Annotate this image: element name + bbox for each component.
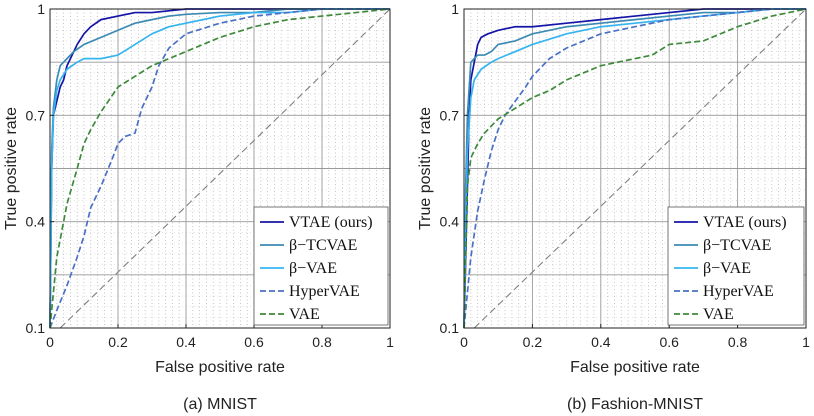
series-line-3 xyxy=(49,8,390,329)
series-line-2 xyxy=(463,8,806,329)
x-tick-label: 1 xyxy=(386,334,394,350)
x-tick-label: 0.2 xyxy=(523,334,543,350)
legend-label: VAE xyxy=(289,306,320,323)
panel-fashion-mnist: 0 0.2 0.4 0.6 0.8 1 0.1 0.4 0.7 1 False positive r… xyxy=(417,1,810,413)
y-tick-label: 1 xyxy=(37,1,45,17)
y-tick-label: 0.7 xyxy=(26,107,46,123)
y-axis-label: True positive rate xyxy=(417,107,434,230)
legend-label: HyperVAE xyxy=(289,283,360,300)
series-line-3 xyxy=(463,8,806,329)
y-tick-label: 1 xyxy=(451,1,459,17)
x-axis-label: False positive rate xyxy=(570,359,700,376)
legend-label: β−TCVAE xyxy=(289,237,357,254)
axes-frame xyxy=(463,8,807,329)
series-line-4 xyxy=(463,8,807,329)
x-tick-label: 0.2 xyxy=(108,334,128,350)
legend-label: HyperVAE xyxy=(703,283,774,300)
y-axis-label: True positive rate xyxy=(3,107,20,230)
grid xyxy=(49,8,391,329)
panel-mnist: 0 0.2 0.4 0.6 0.8 1 0.1 0.4 0.7 1 False positive r… xyxy=(3,1,394,413)
series-line-4 xyxy=(49,8,391,329)
panel-caption: (b) Fashion-MNIST xyxy=(567,396,703,413)
y-tick-label: 0.1 xyxy=(440,320,460,336)
series-line-1 xyxy=(49,8,390,329)
series-group xyxy=(463,8,807,329)
legend: VTAE (ours) β−TCVAE β−VAE HyperVAE VAE xyxy=(253,206,389,326)
y-tick-label: 0.4 xyxy=(26,214,46,230)
x-axis-label: False positive rate xyxy=(155,359,285,376)
legend-label: VAE xyxy=(703,306,734,323)
x-tick-label: 0.4 xyxy=(591,334,611,350)
x-tick-label: 0.8 xyxy=(312,334,332,350)
series-group xyxy=(49,8,391,329)
legend-label: β−TCVAE xyxy=(703,237,771,254)
x-tick-label: 0 xyxy=(460,334,468,350)
x-tick-label: 0.6 xyxy=(244,334,264,350)
legend-box xyxy=(253,206,389,326)
y-tick-label: 0.1 xyxy=(26,320,46,336)
x-tick-label: 1 xyxy=(802,334,810,350)
y-tick-label: 0.7 xyxy=(440,107,460,123)
legend-label: β−VAE xyxy=(703,260,751,277)
legend: VTAE (ours) β−TCVAE β−VAE HyperVAE VAE xyxy=(667,206,805,326)
legend-label: β−VAE xyxy=(289,260,337,277)
series-line-1 xyxy=(463,8,806,329)
x-tick-label: 0 xyxy=(46,334,54,350)
x-tick-label: 0.8 xyxy=(728,334,748,350)
legend-label: VTAE (ours) xyxy=(703,214,787,231)
panel-caption: (a) MNIST xyxy=(183,396,257,413)
legend-label: VTAE (ours) xyxy=(289,214,373,231)
series-line-2 xyxy=(49,8,390,329)
y-tick-label: 0.4 xyxy=(440,214,460,230)
x-tick-label: 0.4 xyxy=(176,334,196,350)
axes-frame xyxy=(49,8,391,329)
x-tick-label: 0.6 xyxy=(659,334,679,350)
legend-box xyxy=(667,206,805,326)
